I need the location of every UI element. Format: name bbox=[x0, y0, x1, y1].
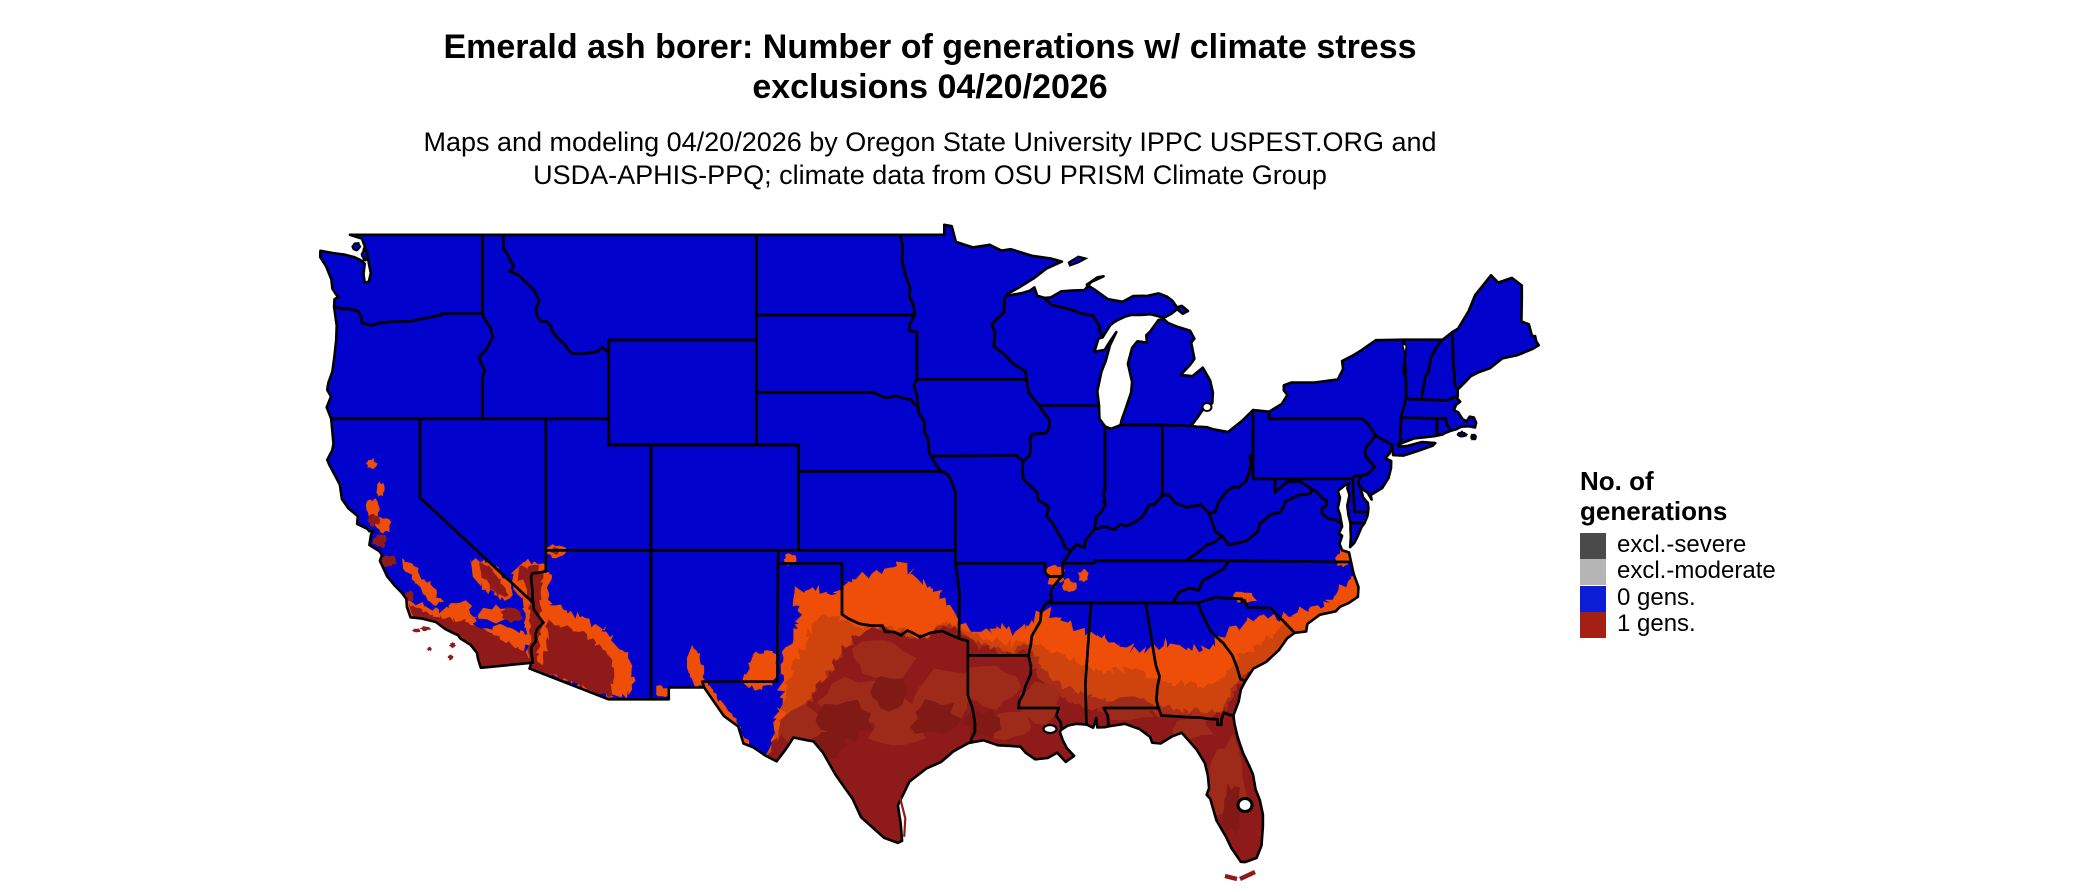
svg-text:USDA-APHIS-PPQ; climate data f: USDA-APHIS-PPQ; climate data from OSU PR… bbox=[533, 160, 1327, 190]
svg-text:Emerald ash borer: Number of g: Emerald ash borer: Number of generations… bbox=[443, 28, 1416, 66]
svg-text:1 gens.: 1 gens. bbox=[1617, 610, 1696, 637]
svg-text:generations: generations bbox=[1580, 496, 1727, 526]
svg-text:Maps and modeling 04/20/2026 b: Maps and modeling 04/20/2026 by Oregon S… bbox=[423, 127, 1436, 157]
svg-text:0 gens.: 0 gens. bbox=[1617, 584, 1696, 611]
svg-text:excl.-moderate: excl.-moderate bbox=[1617, 557, 1776, 584]
svg-text:exclusions 04/20/2026: exclusions 04/20/2026 bbox=[752, 68, 1107, 106]
svg-text:excl.-severe: excl.-severe bbox=[1617, 531, 1746, 558]
svg-text:No. of: No. of bbox=[1580, 466, 1654, 496]
